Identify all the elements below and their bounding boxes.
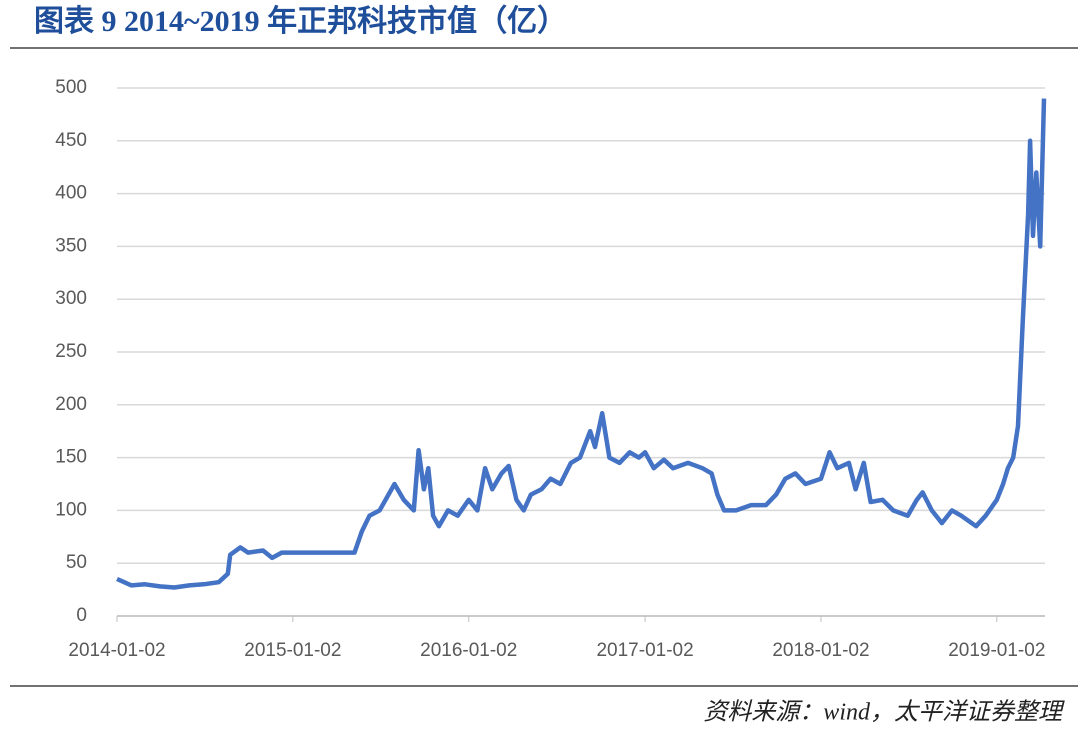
x-tick-label: 2018-01-02 [772,640,869,661]
chart-title: 图表 9 2014~2019 年正邦科技市值（亿） [34,4,567,38]
data-line [116,98,1047,590]
y-tick-label: 350 [55,235,87,256]
y-tick-label: 400 [55,183,87,204]
y-tick-label: 250 [55,341,87,362]
x-tick-label: 2014-01-02 [68,640,165,661]
y-tick-label: 100 [55,499,87,520]
y-tick-label: 500 [55,77,87,98]
y-tick-label: 150 [55,447,87,468]
x-tick-label: 2016-01-02 [420,640,517,661]
y-tick-label: 50 [66,552,87,573]
x-tick-label: 2015-01-02 [244,640,341,661]
y-tick-label: 300 [55,288,87,309]
x-tick-label: 2019-01-02 [948,640,1045,661]
y-tick-label: 200 [55,394,87,415]
y-tick-label: 0 [76,605,87,626]
source-note: 资料来源：wind，太平洋证券整理 [703,699,1065,726]
y-tick-label: 450 [55,130,87,151]
x-tick-label: 2017-01-02 [596,640,693,661]
